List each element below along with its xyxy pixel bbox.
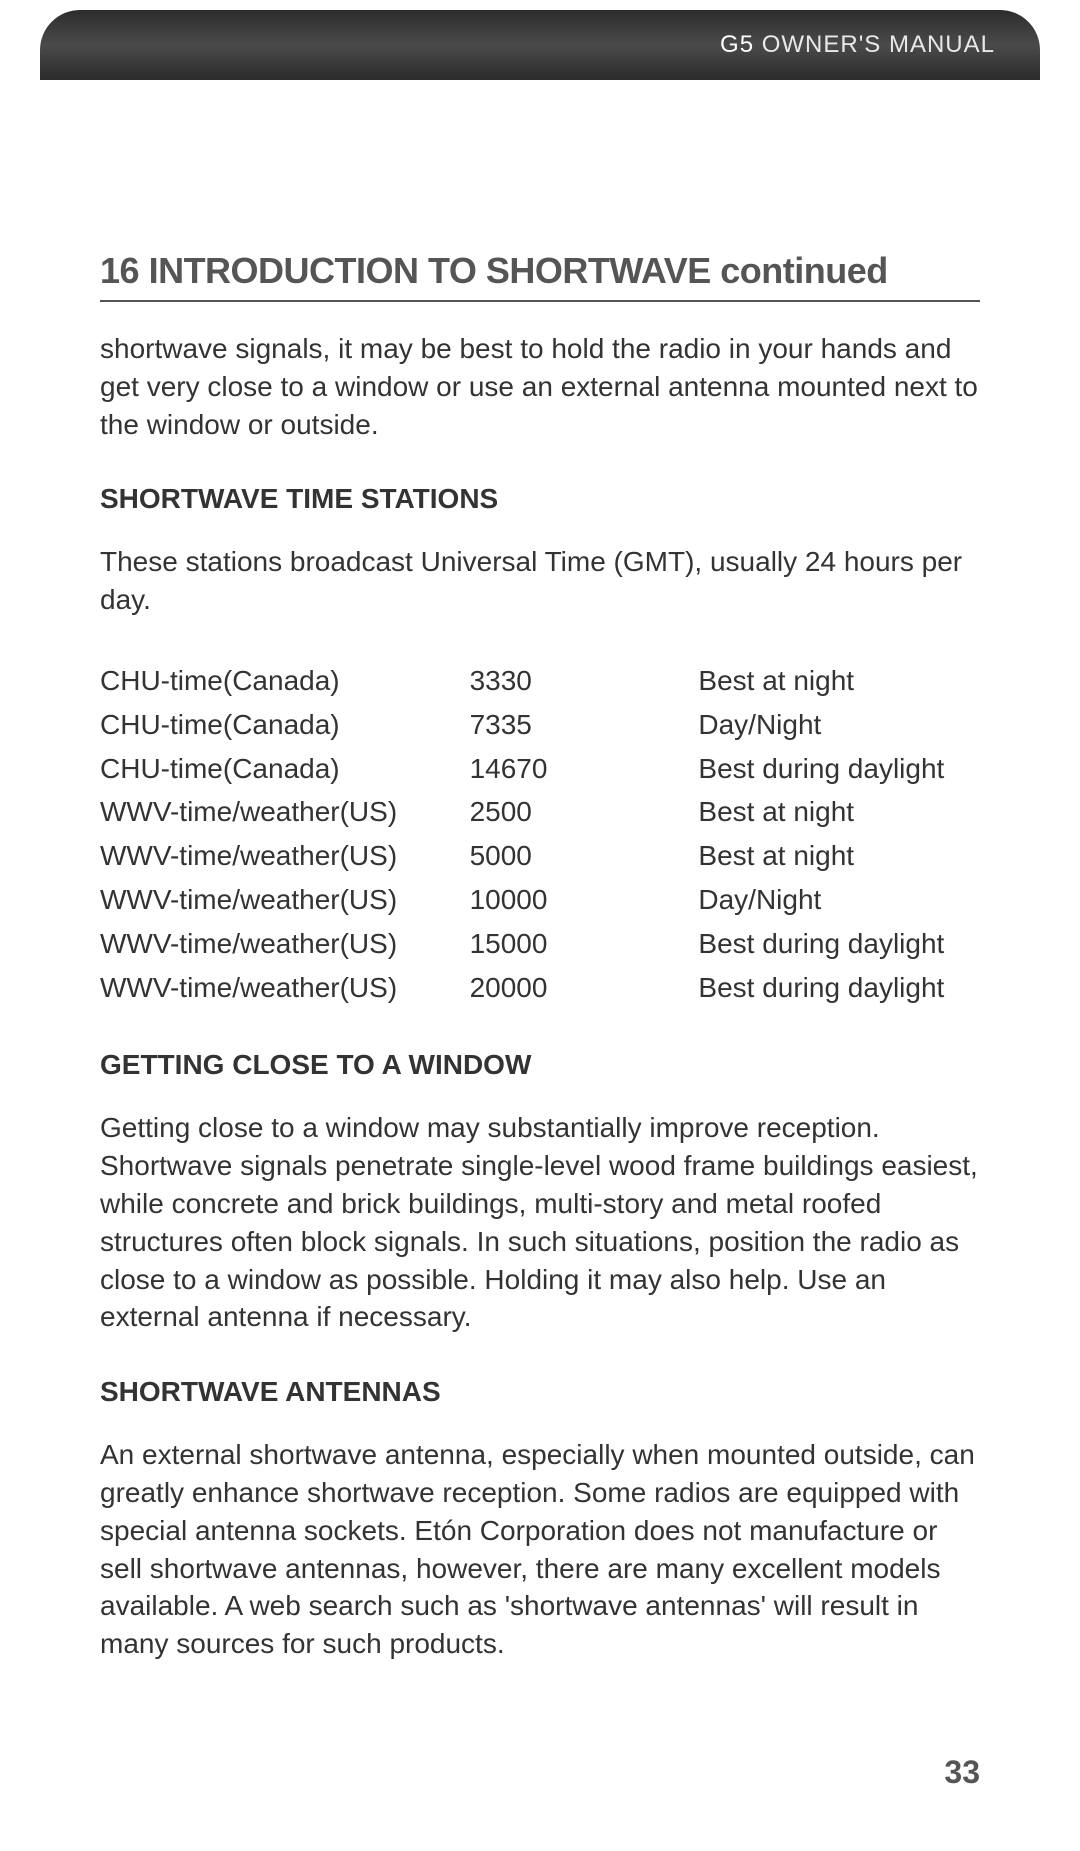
page-number: 33 (944, 1754, 980, 1791)
station-frequency: 2500 (470, 790, 699, 834)
table-row: CHU-time(Canada)14670Best during dayligh… (100, 747, 980, 791)
window-body: Getting close to a window may substantia… (100, 1109, 980, 1336)
station-note: Day/Night (698, 703, 980, 747)
station-note: Best during daylight (698, 922, 980, 966)
antenna-body: An external shortwave antenna, especiall… (100, 1436, 980, 1663)
time-stations-table: CHU-time(Canada)3330Best at nightCHU-tim… (100, 659, 980, 1009)
table-row: WWV-time/weather(US)2500Best at night (100, 790, 980, 834)
station-frequency: 15000 (470, 922, 699, 966)
section-number: 16 (100, 250, 139, 291)
time-stations-description: These stations broadcast Universal Time … (100, 543, 980, 619)
station-name: WWV-time/weather(US) (100, 966, 470, 1010)
header-text: G5 OWNER'S MANUAL (720, 31, 995, 59)
intro-paragraph: shortwave signals, it may be best to hol… (100, 330, 980, 443)
station-note: Best during daylight (698, 747, 980, 791)
page-header-bar: G5 OWNER'S MANUAL (40, 10, 1040, 80)
header-subtitle: OWNER'S MANUAL (762, 31, 995, 58)
station-note: Best at night (698, 659, 980, 703)
station-name: CHU-time(Canada) (100, 747, 470, 791)
station-name: WWV-time/weather(US) (100, 790, 470, 834)
station-note: Best during daylight (698, 966, 980, 1010)
table-row: WWV-time/weather(US)5000Best at night (100, 834, 980, 878)
station-name: WWV-time/weather(US) (100, 834, 470, 878)
window-heading: GETTING CLOSE TO A WINDOW (100, 1049, 980, 1081)
header-brand: G5 (720, 31, 754, 58)
section-title: 16 INTRODUCTION TO SHORTWAVE continued (100, 250, 980, 302)
table-row: CHU-time(Canada)7335Day/Night (100, 703, 980, 747)
station-name: CHU-time(Canada) (100, 659, 470, 703)
station-frequency: 3330 (470, 659, 699, 703)
table-row: WWV-time/weather(US)20000Best during day… (100, 966, 980, 1010)
station-note: Best at night (698, 834, 980, 878)
page-content: 16 INTRODUCTION TO SHORTWAVE continued s… (100, 250, 980, 1703)
station-frequency: 7335 (470, 703, 699, 747)
station-note: Best at night (698, 790, 980, 834)
manual-page: G5 OWNER'S MANUAL 16 INTRODUCTION TO SHO… (0, 0, 1080, 1851)
station-name: WWV-time/weather(US) (100, 878, 470, 922)
table-row: WWV-time/weather(US)10000Day/Night (100, 878, 980, 922)
station-name: WWV-time/weather(US) (100, 922, 470, 966)
time-stations-heading: SHORTWAVE TIME STATIONS (100, 483, 980, 515)
station-frequency: 10000 (470, 878, 699, 922)
station-frequency: 20000 (470, 966, 699, 1010)
antenna-heading: SHORTWAVE ANTENNAS (100, 1376, 980, 1408)
station-note: Day/Night (698, 878, 980, 922)
table-row: WWV-time/weather(US)15000Best during day… (100, 922, 980, 966)
section-title-text: INTRODUCTION TO SHORTWAVE continued (149, 250, 888, 291)
station-frequency: 5000 (470, 834, 699, 878)
table-row: CHU-time(Canada)3330Best at night (100, 659, 980, 703)
station-name: CHU-time(Canada) (100, 703, 470, 747)
station-frequency: 14670 (470, 747, 699, 791)
